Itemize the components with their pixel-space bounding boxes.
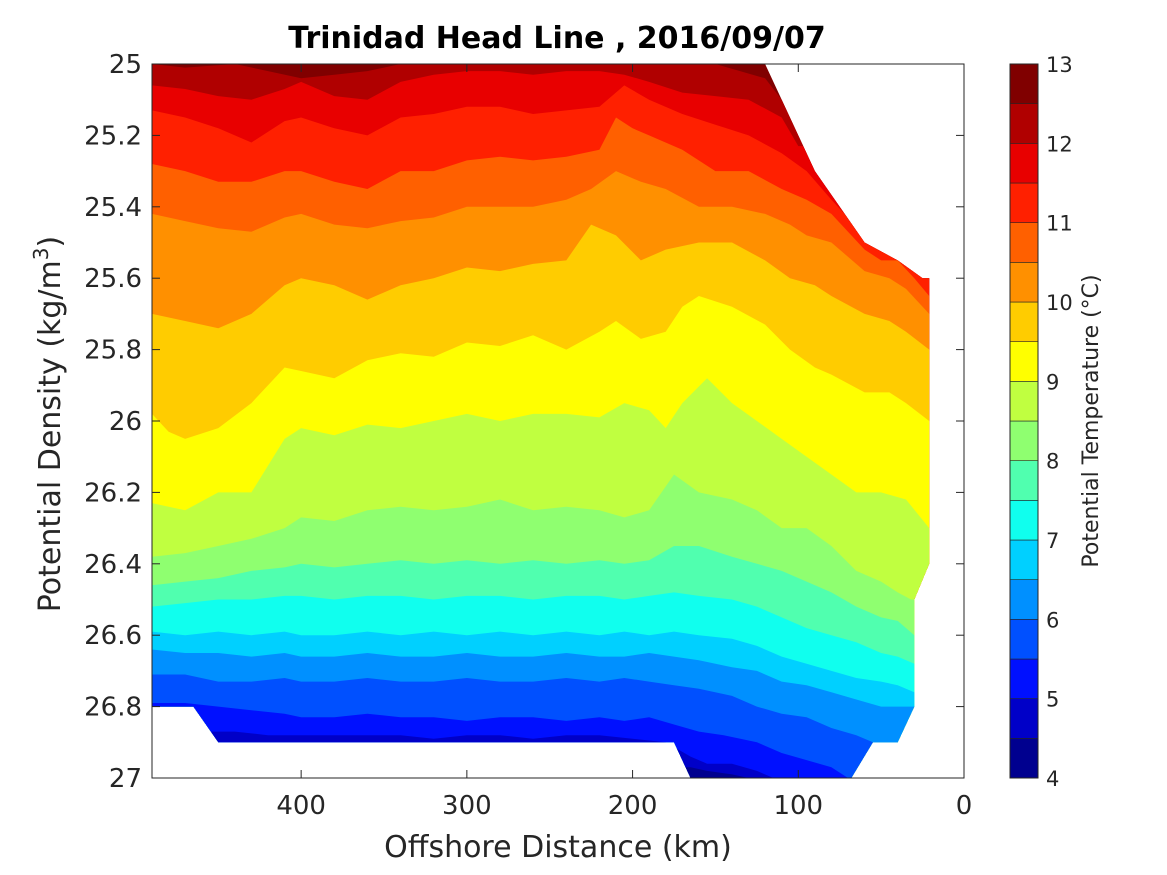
x-tick-label: 0 — [956, 791, 973, 821]
y-tick-label: 26.8 — [84, 693, 142, 723]
colorbar-ticks: 4 5 6 7 8 9 10 11 12 13 — [1046, 53, 1073, 791]
colorbar-tick-label: 9 — [1046, 370, 1059, 394]
colorbar-label: Potential Temperature (°C) — [1079, 274, 1104, 567]
colorbar-tick-label: 4 — [1046, 767, 1059, 791]
y-tick-label: 25.4 — [84, 193, 142, 223]
contour-bands — [152, 64, 930, 778]
colorbar-block — [1009, 222, 1039, 263]
y-tick-label: 25.8 — [84, 336, 142, 366]
colorbar-blocks — [1009, 63, 1039, 779]
colorbar-block — [1009, 738, 1039, 779]
colorbar-tick-label: 13 — [1046, 53, 1073, 77]
colorbar-block — [1009, 579, 1039, 620]
y-axis-label-prefix: Potential Density (kg/m — [33, 260, 68, 612]
y-tick-label: 26 — [109, 407, 142, 437]
colorbar-block — [1009, 381, 1039, 422]
colorbar: 4 5 6 7 8 9 10 11 12 13 Potential Temperature (°C… — [1009, 53, 1104, 791]
colorbar-block — [1009, 63, 1039, 104]
colorbar-tick-label: 6 — [1046, 608, 1059, 632]
y-tick-label: 26.4 — [84, 550, 142, 580]
x-axis-label: Offshore Distance (km) — [384, 830, 732, 865]
x-tick-label: 200 — [608, 791, 658, 821]
colorbar-tick-label: 7 — [1046, 529, 1059, 553]
x-tick-label: 100 — [773, 791, 823, 821]
y-tick-label: 27 — [109, 764, 142, 794]
colorbar-block — [1009, 420, 1039, 461]
y-axis-label-superscript: 3 — [29, 247, 53, 260]
colorbar-tick-label: 5 — [1046, 688, 1059, 712]
x-tick-label: 400 — [276, 791, 326, 821]
plot-area: 400 300 200 100 0 25 25.2 25.4 25.6 25.8 26 26.2 26… — [84, 50, 972, 821]
colorbar-block — [1009, 658, 1039, 699]
x-axis-ticks: 400 300 200 100 0 — [276, 64, 972, 821]
colorbar-block — [1009, 539, 1039, 580]
colorbar-block — [1009, 698, 1039, 739]
colorbar-block — [1009, 341, 1039, 382]
x-tick-label: 300 — [442, 791, 492, 821]
colorbar-block — [1009, 500, 1039, 541]
colorbar-tick-label: 12 — [1046, 132, 1073, 156]
colorbar-block — [1009, 182, 1039, 223]
y-tick-label: 25.6 — [84, 264, 142, 294]
colorbar-frame — [1009, 63, 1039, 779]
colorbar-block — [1009, 460, 1039, 501]
colorbar-block — [1009, 103, 1039, 144]
y-tick-label: 26.6 — [84, 621, 142, 651]
y-tick-label: 25 — [109, 50, 142, 80]
colorbar-tick-label: 10 — [1046, 291, 1073, 315]
y-tick-label: 26.2 — [84, 478, 142, 508]
chart-title: Trinidad Head Line , 2016/09/07 — [288, 21, 825, 56]
colorbar-block — [1009, 619, 1039, 660]
y-axis-label-suffix: ) — [33, 236, 68, 248]
y-axis-ticks: 25 25.2 25.4 25.6 25.8 26 26.2 26.4 26.6 26.8 27 — [84, 50, 964, 794]
y-tick-label: 25.2 — [84, 121, 142, 151]
colorbar-tick-label: 11 — [1046, 212, 1073, 236]
colorbar-block — [1009, 143, 1039, 184]
y-axis-label: Potential Density (kg/m3) — [29, 236, 68, 612]
colorbar-block — [1009, 262, 1039, 303]
colorbar-tick-label: 8 — [1046, 450, 1059, 474]
colorbar-block — [1009, 301, 1039, 342]
